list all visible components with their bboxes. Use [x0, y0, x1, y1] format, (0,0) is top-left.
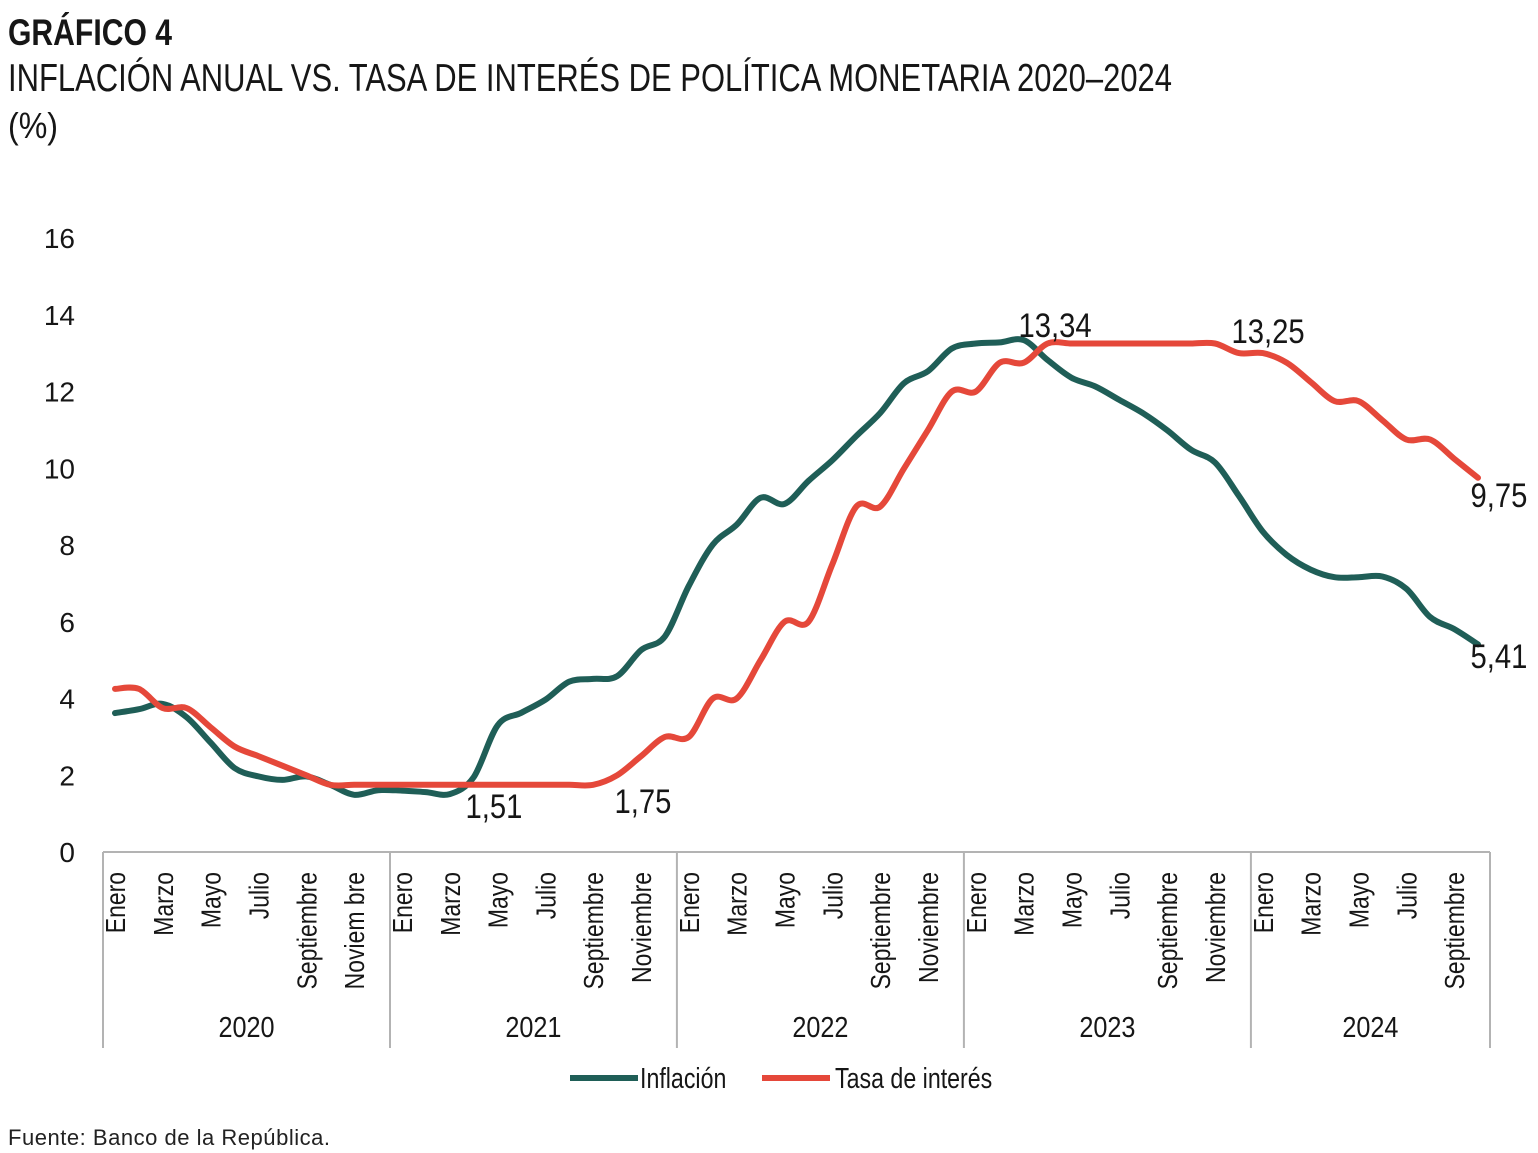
x-tick-label: Noviembre [914, 872, 945, 983]
data-label-tasa-max: 13,25 [1231, 312, 1304, 351]
legend: Inflación Tasa de interés [570, 1061, 992, 1095]
series-line-tasa-de-interes [112, 339, 1481, 789]
year-label: 2024 [1342, 1010, 1398, 1043]
plot-area [112, 336, 1481, 798]
x-tick-label: Septiembre [579, 872, 610, 989]
x-tick-label: Mayo [484, 872, 515, 928]
y-tick-label: 8 [59, 530, 75, 561]
source-note: Fuente: Banco de la República. [8, 1125, 330, 1150]
x-tick-label: Enero [962, 872, 993, 933]
x-tick-label: Septiembre [1153, 872, 1184, 989]
x-tick-label: Marzo [1297, 872, 1328, 936]
data-label-inflacion-min: 1,51 [466, 787, 523, 826]
legend-label-tasa-de-interes: Tasa de interés [835, 1061, 992, 1094]
x-tick-label: Enero [388, 872, 419, 933]
y-tick-label: 6 [59, 607, 75, 638]
x-tick-label: Mayo [1057, 872, 1088, 928]
y-tick-label: 4 [59, 684, 75, 715]
x-tick-label: Julio [1105, 872, 1136, 919]
x-tick-label: Septiembre [1440, 872, 1471, 989]
x-tick-label: Enero [101, 872, 132, 933]
series-line-inflacion [112, 336, 1481, 798]
x-tick-label: Noviembre [627, 872, 658, 983]
y-tick-label: 14 [44, 300, 75, 331]
y-tick-label: 16 [44, 223, 75, 254]
x-tick-label: Marzo [1010, 872, 1041, 936]
year-label: 2022 [792, 1010, 848, 1043]
x-tick-label: Marzo [436, 872, 467, 936]
data-label-inflacion-last: 5,41 [1471, 637, 1528, 676]
x-tick-label: Mayo [1344, 872, 1375, 928]
x-tick-label: Enero [675, 872, 706, 933]
y-tick-label: 12 [44, 377, 75, 408]
y-tick-label: 0 [59, 837, 75, 868]
year-separators [102, 852, 1491, 1048]
y-tick-label: 10 [44, 453, 75, 484]
figure-number: GRÁFICO 4 [8, 12, 172, 53]
data-label-inflacion-max: 13,34 [1018, 306, 1091, 345]
data-label-tasa-last: 9,75 [1471, 476, 1528, 515]
data-labels: 1,51 1,75 13,34 13,25 9,75 5,41 [466, 306, 1528, 826]
x-tick-label: Julio [244, 872, 275, 919]
x-tick-label: Septiembre [866, 872, 897, 989]
x-tick-label: Julio [1392, 872, 1423, 919]
x-tick-label: Marzo [149, 872, 180, 936]
chart-title: INFLACIÓN ANUAL VS. TASA DE INTERÉS DE P… [8, 57, 1172, 100]
x-tick-label: Enero [1249, 872, 1280, 933]
x-tick-label: Mayo [197, 872, 228, 928]
x-tick-label: Marzo [723, 872, 754, 936]
x-tick-labels: Enero Marzo Mayo Julio Septiembre Noviem bre E… [101, 872, 1471, 989]
legend-label-inflacion: Inflación [640, 1061, 726, 1094]
y-axis: 0 2 4 6 8 10 12 14 16 [44, 223, 75, 868]
data-label-tasa-min: 1,75 [615, 782, 672, 821]
x-tick-label: Mayo [770, 872, 801, 928]
x-tick-label: Septiembre [292, 872, 323, 989]
x-tick-label: Noviembre [1201, 872, 1232, 983]
year-label: 2023 [1079, 1010, 1135, 1043]
x-tick-label: Julio [818, 872, 849, 919]
year-label: 2021 [505, 1010, 561, 1043]
x-tick-label: Julio [531, 872, 562, 919]
y-axis-unit: (%) [8, 105, 58, 146]
year-labels: 2020 2021 2022 2023 2024 [218, 1010, 1398, 1043]
x-tick-label: Noviem bre [340, 872, 371, 989]
y-tick-label: 2 [59, 760, 75, 791]
year-label: 2020 [218, 1010, 274, 1043]
